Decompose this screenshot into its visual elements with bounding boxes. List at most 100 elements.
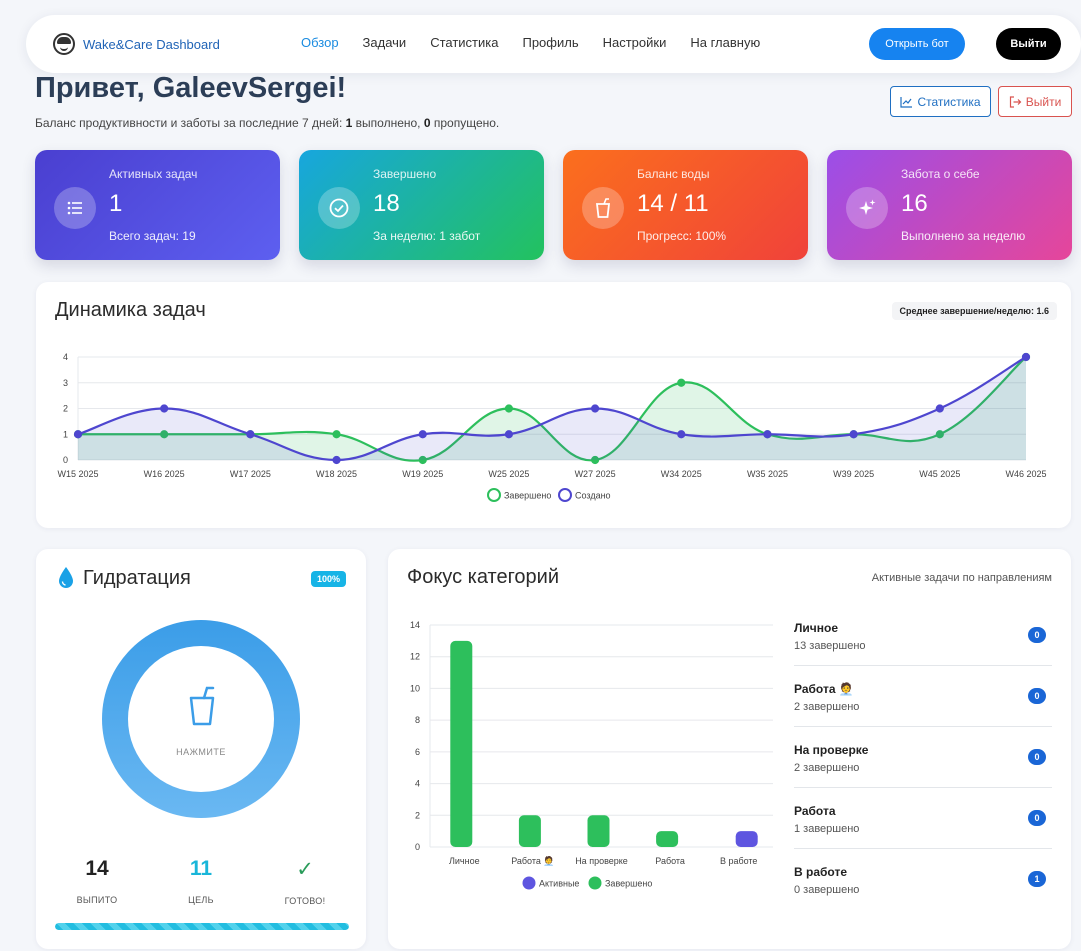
subtitle-text: выполнено, — [352, 116, 424, 130]
task-dynamics-chart[interactable]: 0 1 2 3 4 W15 2025 W16 2025 W17 2025 W18 2025 W19… — [36, 282, 1071, 528]
stat-label: Баланс воды — [637, 167, 710, 181]
logout-button[interactable]: Выйти — [998, 86, 1072, 117]
data-point — [160, 430, 169, 439]
hydration-progress-fill — [55, 923, 349, 930]
top-navbar: Wake&Care Dashboard Обзор Задачи Статист… — [26, 15, 1081, 73]
x-tick-label: Работа 🧑‍💼 — [511, 855, 554, 866]
category-completed: 1 завершено — [794, 823, 860, 835]
y-tick-label: 4 — [63, 352, 68, 362]
legend-marker — [487, 488, 501, 502]
list-item[interactable]: Работа 1 завершено 0 — [794, 788, 1052, 849]
data-point — [73, 430, 83, 439]
nav-links: Обзор Задачи Статистика Профиль Настройк… — [301, 35, 784, 50]
stat-label: Забота о себе — [901, 167, 980, 181]
done-stat: ✓ ГОТОВО! — [250, 857, 360, 906]
hydration-ring[interactable]: НАЖМИТЕ — [102, 620, 300, 818]
data-point — [504, 404, 514, 413]
stat-footnote: Выполнено за неделю — [901, 229, 1026, 243]
y-tick-label: 4 — [415, 779, 420, 789]
stat-card-self-care[interactable]: Забота о себе 16 Выполнено за неделю — [827, 150, 1072, 260]
statistics-button[interactable]: Статистика — [890, 86, 991, 117]
nav-link-statistics[interactable]: Статистика — [430, 35, 499, 50]
bar-active — [735, 831, 758, 847]
bar-completed — [518, 815, 541, 847]
data-point — [246, 430, 255, 439]
category-focus-chart[interactable]: 0 2 4 6 8 10 12 14 Личное Работа 🧑‍💼 На проверке Ра… — [388, 549, 788, 949]
stat-label: Активных задач — [109, 167, 198, 181]
category-name: Работа — [794, 804, 836, 818]
y-tick-label: 10 — [410, 683, 420, 693]
stat-card-completed[interactable]: Завершено 18 За неделю: 1 забот — [299, 150, 544, 260]
stat-value: 16 — [901, 190, 928, 217]
stat-label: Завершено — [373, 167, 437, 181]
bar-completed — [656, 831, 679, 847]
category-focus-subtitle: Активные задачи по направлениям — [871, 572, 1052, 584]
list-item[interactable]: В работе 0 завершено 1 — [794, 849, 1052, 910]
page-subtitle: Баланс продуктивности и заботы за послед… — [35, 116, 499, 130]
stat-value: 18 — [373, 190, 400, 217]
data-point — [160, 404, 169, 413]
category-count-badge: 0 — [1028, 627, 1046, 643]
list-icon — [54, 187, 96, 229]
x-tick-label: На проверке — [575, 856, 628, 866]
list-item[interactable]: Работа 🧑‍💼 2 завершено 0 — [794, 666, 1052, 727]
brand-name: Wake&Care Dashboard — [83, 36, 220, 52]
statistics-button-label: Статистика — [917, 94, 981, 109]
nav-link-profile[interactable]: Профиль — [522, 35, 579, 50]
category-completed: 0 завершено — [794, 884, 860, 896]
nav-link-settings[interactable]: Настройки — [602, 35, 667, 50]
nav-link-overview[interactable]: Обзор — [301, 35, 339, 50]
x-tick-label: W39 2025 — [833, 469, 874, 479]
completed-count: 1 — [345, 116, 353, 130]
task-dynamics-panel: Динамика задач Среднее завершение/неделю… — [36, 282, 1071, 528]
list-item[interactable]: Личное 13 завершено 0 — [794, 605, 1052, 666]
hydration-ring-button[interactable]: НАЖМИТЕ — [128, 646, 274, 792]
x-tick-label: W34 2025 — [661, 469, 702, 479]
nav-logout-button[interactable]: Выйти — [996, 28, 1061, 60]
nav-link-tasks[interactable]: Задачи — [362, 35, 407, 50]
list-item[interactable]: На проверке 2 завершено 0 — [794, 727, 1052, 788]
hydration-progress-bar — [55, 923, 349, 930]
data-point — [590, 455, 600, 465]
y-tick-label: 3 — [63, 378, 68, 388]
task-dynamics-title: Динамика задач — [55, 299, 206, 321]
y-tick-label: 0 — [415, 842, 420, 852]
sparkle-icon — [846, 187, 888, 229]
x-tick-label: W25 2025 — [488, 469, 529, 479]
y-tick-label: 12 — [410, 652, 420, 662]
done-check-icon: ✓ — [296, 858, 314, 881]
x-tick-label: W18 2025 — [316, 469, 357, 479]
brand-logo-icon — [53, 33, 75, 55]
average-completion-badge: Среднее завершение/неделю: 1.6 — [891, 302, 1057, 320]
series-completed-area — [78, 357, 1026, 461]
brand[interactable]: Wake&Care Dashboard — [53, 33, 220, 55]
open-bot-button[interactable]: Открыть бот — [869, 28, 965, 60]
legend-label: Завершено — [605, 879, 652, 889]
category-focus-title: Фокус категорий — [407, 566, 560, 588]
data-point — [677, 430, 686, 439]
legend-marker — [522, 876, 536, 890]
data-point — [1021, 352, 1031, 362]
y-tick-label: 6 — [415, 747, 420, 757]
legend-label: Завершено — [504, 491, 551, 501]
x-tick-label: В работе — [720, 856, 758, 866]
y-tick-label: 1 — [63, 429, 68, 439]
legend-label: Активные — [539, 879, 579, 889]
stat-card-active-tasks[interactable]: Активных задач 1 Всего задач: 19 — [35, 150, 280, 260]
water-drop-icon — [59, 567, 73, 588]
data-point — [935, 430, 944, 439]
nav-link-home[interactable]: На главную — [690, 35, 761, 50]
x-tick-label: W35 2025 — [747, 469, 788, 479]
subtitle-text: пропущено. — [430, 116, 500, 130]
tap-label: НАЖМИТЕ — [176, 747, 226, 757]
category-name: На проверке — [794, 743, 869, 757]
x-tick-label: W46 2025 — [1005, 469, 1046, 479]
y-tick-label: 14 — [410, 620, 420, 630]
x-tick-label: W27 2025 — [575, 469, 616, 479]
stat-card-water-balance[interactable]: Баланс воды 14 / 11 Прогресс: 100% — [563, 150, 808, 260]
category-count-badge: 0 — [1028, 749, 1046, 765]
series-created-area — [78, 357, 1026, 460]
data-point — [590, 404, 600, 413]
goal-value: 11 — [189, 857, 213, 880]
check-circle-icon — [318, 187, 360, 229]
